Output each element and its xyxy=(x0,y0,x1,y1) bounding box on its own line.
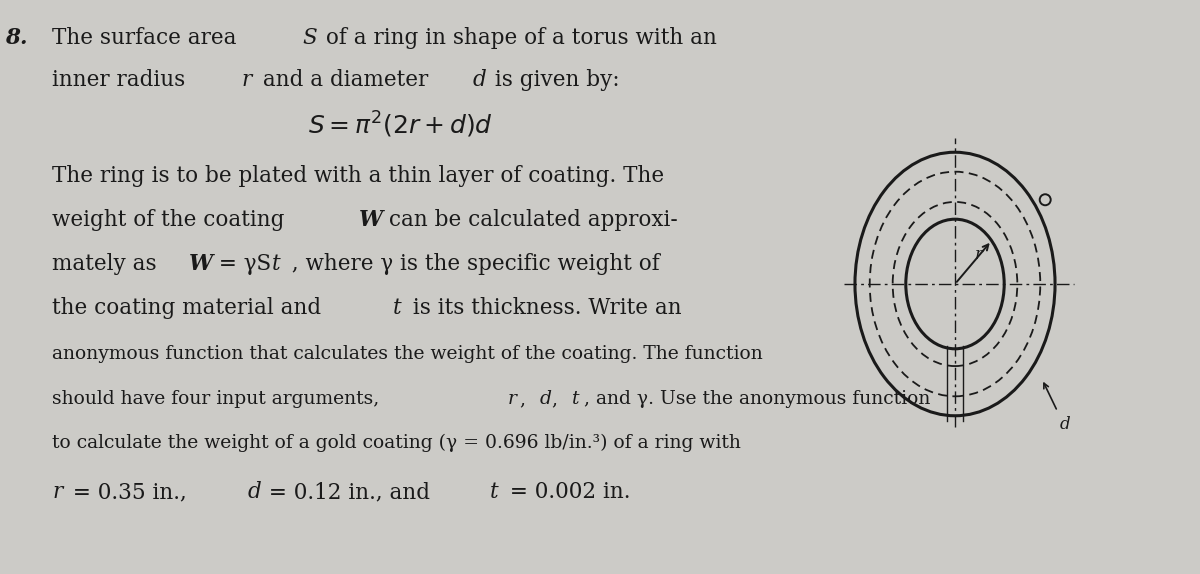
Text: , where γ is the specific weight of: , where γ is the specific weight of xyxy=(286,253,660,275)
Text: ,: , xyxy=(520,390,532,408)
Text: $S = \pi^2(2r + d)d$: $S = \pi^2(2r + d)d$ xyxy=(307,110,492,140)
Text: anonymous function that calculates the weight of the coating. The function: anonymous function that calculates the w… xyxy=(52,345,763,363)
Text: The surface area: The surface area xyxy=(52,27,244,49)
Text: inner radius: inner radius xyxy=(52,69,192,91)
Text: d: d xyxy=(248,481,262,503)
Text: t: t xyxy=(394,297,402,319)
Text: S: S xyxy=(302,27,317,49)
Text: should have four input arguments,: should have four input arguments, xyxy=(52,390,385,408)
Text: t: t xyxy=(490,481,499,503)
Text: d: d xyxy=(1060,416,1070,433)
Text: W: W xyxy=(190,253,214,275)
Text: r: r xyxy=(974,246,983,262)
Text: r: r xyxy=(508,390,517,408)
Text: and a diameter: and a diameter xyxy=(256,69,436,91)
Text: can be calculated approxi-: can be calculated approxi- xyxy=(382,209,678,231)
Text: t: t xyxy=(572,390,580,408)
Text: W: W xyxy=(359,209,383,231)
Text: d: d xyxy=(540,390,552,408)
Text: to calculate the weight of a gold coating (γ = 0.696 lb/in.³) of a ring with: to calculate the weight of a gold coatin… xyxy=(52,434,740,452)
Text: = γS: = γS xyxy=(212,253,271,275)
Text: The ring is to be plated with a thin layer of coating. The: The ring is to be plated with a thin lay… xyxy=(52,165,664,187)
Text: r: r xyxy=(52,481,62,503)
Text: is given by:: is given by: xyxy=(488,69,619,91)
Text: = 0.35 in.,: = 0.35 in., xyxy=(66,481,200,503)
Text: , and γ. Use the anonymous function: , and γ. Use the anonymous function xyxy=(584,390,930,408)
Text: r: r xyxy=(241,69,251,91)
Text: of a ring in shape of a torus with an: of a ring in shape of a torus with an xyxy=(319,27,716,49)
Text: weight of the coating: weight of the coating xyxy=(52,209,292,231)
Text: is its thickness. Write an: is its thickness. Write an xyxy=(406,297,682,319)
Text: = 0.002 in.: = 0.002 in. xyxy=(503,481,630,503)
Text: the coating material and: the coating material and xyxy=(52,297,328,319)
Text: 8.: 8. xyxy=(5,27,28,49)
Text: t: t xyxy=(272,253,281,275)
Text: d: d xyxy=(473,69,487,91)
Text: ,: , xyxy=(552,390,564,408)
Text: mately as: mately as xyxy=(52,253,163,275)
Text: = 0.12 in., and: = 0.12 in., and xyxy=(262,481,437,503)
